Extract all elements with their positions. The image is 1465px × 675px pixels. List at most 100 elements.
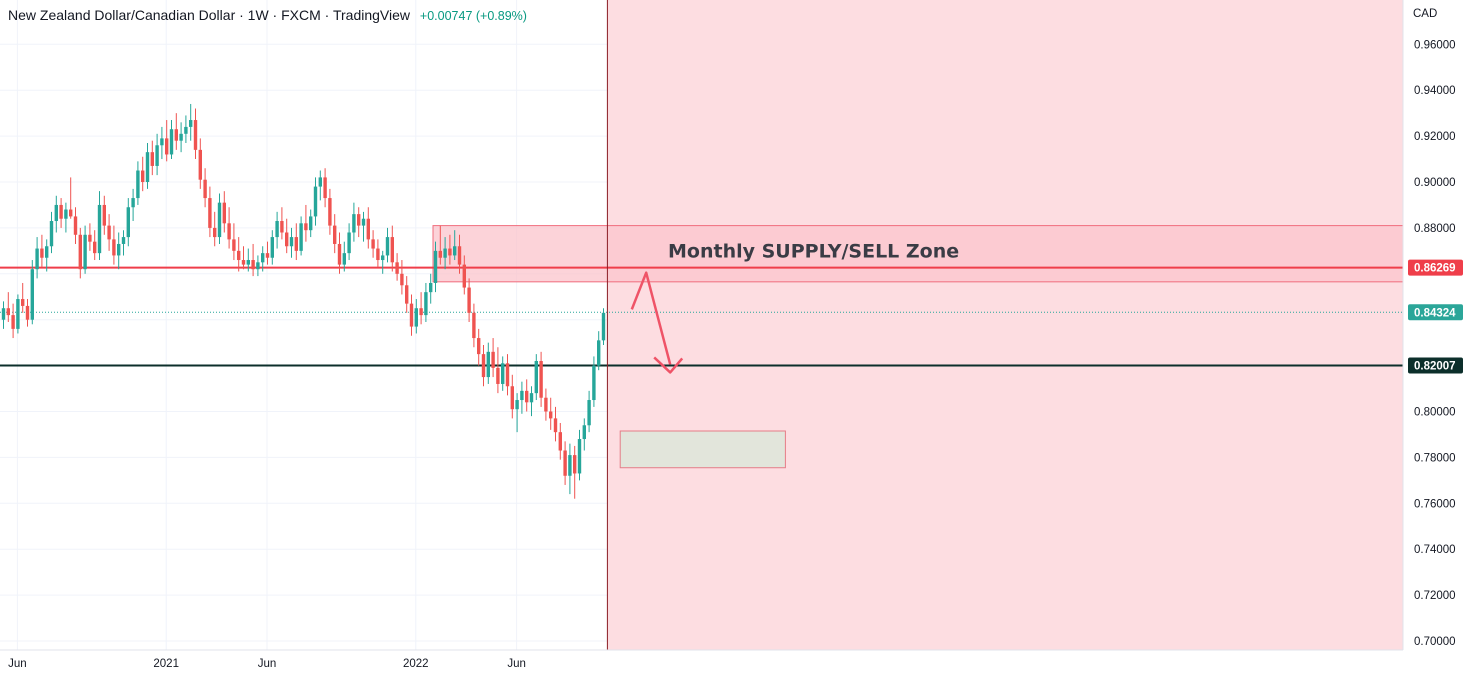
candle-body xyxy=(309,216,313,231)
price-badge xyxy=(1408,357,1463,374)
candle-body xyxy=(189,120,193,127)
candle-body xyxy=(69,209,73,217)
candle-body xyxy=(261,253,265,263)
candle-body xyxy=(515,400,519,410)
candle-body xyxy=(438,250,442,258)
candle-body xyxy=(97,204,102,254)
candle-body xyxy=(217,202,222,238)
candle-body xyxy=(59,204,63,219)
candle-body xyxy=(169,129,174,155)
candle-body xyxy=(601,312,606,341)
candle-body xyxy=(361,218,366,226)
candle-body xyxy=(520,390,524,401)
candle-body xyxy=(270,237,274,258)
candle-body xyxy=(126,207,130,238)
time-tick-label: Jun xyxy=(507,658,526,670)
candle-body xyxy=(347,232,351,254)
candle-body xyxy=(414,308,418,327)
candle-body xyxy=(424,292,428,316)
projection-arrow xyxy=(630,271,672,365)
candle-body xyxy=(597,340,601,366)
candle-body xyxy=(477,338,481,355)
candle-body xyxy=(577,439,582,474)
candle-body xyxy=(443,248,447,258)
price-tick-label: 0.94000 xyxy=(1414,85,1456,97)
candle-body xyxy=(337,243,342,265)
candle-body xyxy=(501,363,505,384)
candle-body xyxy=(16,299,20,329)
candle-body xyxy=(251,260,255,270)
candle-body xyxy=(486,351,490,378)
candle-body xyxy=(54,204,58,222)
candle-body xyxy=(342,253,346,265)
candle-body xyxy=(117,243,121,256)
demand-zone xyxy=(619,430,786,469)
candle-body xyxy=(582,425,586,440)
candle-body xyxy=(275,221,279,238)
candle-body xyxy=(213,227,217,238)
candle-body xyxy=(112,239,116,256)
candle-body xyxy=(558,432,562,451)
candle-body xyxy=(419,308,423,316)
candle-body xyxy=(318,177,322,187)
candle-body xyxy=(222,202,226,224)
price-tick-label: 0.76000 xyxy=(1414,498,1456,510)
candle-body xyxy=(453,246,457,256)
price-badge xyxy=(1408,259,1463,276)
candle-body xyxy=(592,365,596,401)
candle-body xyxy=(93,241,97,254)
candle-body xyxy=(429,282,433,293)
candle-body xyxy=(299,223,303,251)
price-change: +0.00747 (+0.89%) xyxy=(419,9,527,23)
candle-body xyxy=(150,152,154,166)
candle-body xyxy=(21,299,25,306)
candle-body xyxy=(179,133,183,141)
currency-label: CAD xyxy=(1413,8,1437,20)
candle-body xyxy=(141,170,145,182)
candle-body xyxy=(549,411,553,419)
projection-arrow-head xyxy=(653,356,684,374)
candle-body xyxy=(433,250,438,283)
chart-header: New Zealand Dollar/Canadian Dollar · 1W … xyxy=(8,7,527,23)
candle-body xyxy=(25,305,30,320)
candle-body xyxy=(352,214,356,233)
candle-body xyxy=(280,221,284,233)
candle-body xyxy=(568,455,572,476)
candle-body xyxy=(481,354,486,378)
candle-body xyxy=(256,262,260,270)
candle-body xyxy=(174,129,178,141)
price-tick-label: 0.74000 xyxy=(1414,544,1456,556)
candle-body xyxy=(328,198,332,226)
price-tick-label: 0.72000 xyxy=(1414,590,1456,602)
candle-body xyxy=(496,367,500,384)
candle-body xyxy=(64,209,68,219)
candle-body xyxy=(376,248,380,261)
candle-body xyxy=(371,239,375,249)
time-tick-label: Jun xyxy=(8,658,27,670)
candle-body xyxy=(193,120,198,150)
supply-zone-label: Monthly SUPPLY/SELL Zone xyxy=(668,241,959,263)
candle-body xyxy=(184,126,188,134)
candle-body xyxy=(11,315,15,329)
candle-body xyxy=(88,234,92,242)
time-tick-label: Jun xyxy=(258,658,277,670)
candle-body xyxy=(265,253,270,258)
price-tick-label: 0.70000 xyxy=(1414,636,1456,648)
candle-body xyxy=(78,234,82,270)
price-badge-label: 0.86269 xyxy=(1414,263,1456,275)
candle-body xyxy=(285,232,289,247)
candle-body xyxy=(395,262,399,274)
candle-body xyxy=(160,138,164,146)
candle-body xyxy=(40,248,44,258)
candle-body xyxy=(35,248,39,270)
candle-body xyxy=(198,149,202,180)
price-tick-label: 0.90000 xyxy=(1414,177,1456,189)
candle-body xyxy=(491,351,495,368)
candle-body xyxy=(505,363,510,387)
candle-body xyxy=(563,450,567,476)
candle-body xyxy=(409,303,414,327)
candle-body xyxy=(6,308,10,316)
price-tick-label: 0.88000 xyxy=(1414,223,1456,235)
candle-body xyxy=(203,179,207,199)
